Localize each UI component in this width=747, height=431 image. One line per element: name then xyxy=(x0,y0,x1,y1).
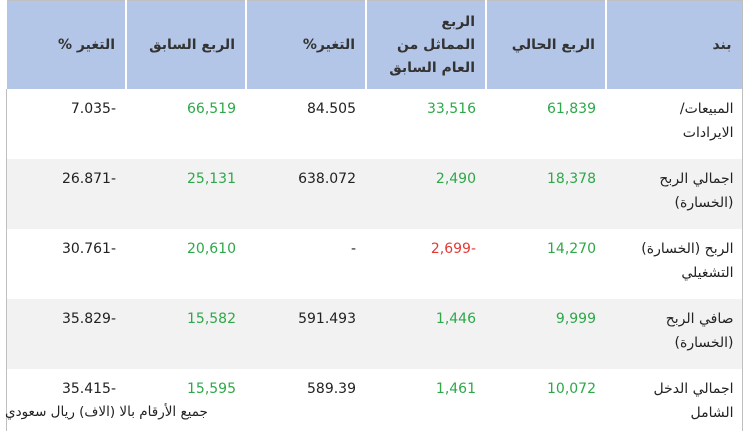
cell-value: 20,610 xyxy=(187,241,236,257)
cell-value: 638.072 xyxy=(298,171,356,187)
row-label: المبيعات/ الايرادات xyxy=(679,101,734,141)
cell-value: 35.829- xyxy=(61,311,116,327)
row-label: الربح (الخسارة) التشغيلي xyxy=(641,241,734,281)
header-row: بند الربع الحالي الربع المماثل من العام ال… xyxy=(5,0,742,89)
column-header: الربع الحالي xyxy=(485,0,606,89)
table-cell: 33,516 xyxy=(366,89,486,159)
table-cell: 9,999 xyxy=(486,299,606,369)
table-cell: 2,490 xyxy=(366,159,486,229)
table-cell: 1,461 xyxy=(366,369,486,431)
table-cell: 35.829- xyxy=(6,299,126,369)
cell-value: 18,378 xyxy=(547,171,596,187)
cell-value: 10,072 xyxy=(547,381,596,397)
results-table: بند الربع الحالي الربع المماثل من العام ال… xyxy=(5,0,743,431)
table-row: الربح (الخسارة) التشغيلي 14,270 2,699- - 20,… xyxy=(6,229,742,299)
table-cell: 25,131 xyxy=(126,159,246,229)
cell-value: 61,839 xyxy=(547,101,596,117)
column-header: بند xyxy=(605,0,742,89)
table-cell: 1,446 xyxy=(366,299,486,369)
table-cell: 589.39 xyxy=(246,369,366,431)
cell-value: 1,446 xyxy=(435,311,476,327)
table-cell: 591.493 xyxy=(246,299,366,369)
table-row: صافي الربح (الخسارة) 9,999 1,446 591.493 15,… xyxy=(6,299,742,369)
table-cell: 14,270 xyxy=(486,229,606,299)
table-cell: 7.035- xyxy=(6,89,126,159)
table-cell: 35.415- xyxy=(6,369,126,431)
cell-value: 26.871- xyxy=(61,171,116,187)
cell-value: 30.761- xyxy=(61,241,116,257)
cell-value: 15,582 xyxy=(187,311,236,327)
table-cell: 84.505 xyxy=(246,89,366,159)
cell-value: 35.415- xyxy=(61,381,116,397)
row-label: صافي الربح (الخسارة) xyxy=(606,299,742,369)
cell-value: 84.505 xyxy=(307,101,356,117)
table-cell: 638.072 xyxy=(246,159,366,229)
cell-value: 1,461 xyxy=(435,381,476,397)
cell-value: 7.035- xyxy=(70,101,116,117)
cell-value: 591.493 xyxy=(298,311,356,327)
cell-value: 15,595 xyxy=(187,381,236,397)
table-cell: 18,378 xyxy=(486,159,606,229)
cell-value: 2,699- xyxy=(430,241,476,257)
table-cell: 61,839 xyxy=(486,89,606,159)
table-cell: 26.871- xyxy=(6,159,126,229)
cell-value: 66,519 xyxy=(187,101,236,117)
footnote: جميع الأرقام بالا (الاف) ريال سعودي xyxy=(5,404,208,420)
table-cell: - xyxy=(246,229,366,299)
row-label: اجمالي الدخل الشامل xyxy=(653,381,734,421)
table-cell: 30.761- xyxy=(6,229,126,299)
column-header: الربع السابق xyxy=(125,0,246,89)
cell-value: 14,270 xyxy=(547,241,596,257)
table-cell: 2,699- xyxy=(366,229,486,299)
table-row: المبيعات/ الايرادات 61,839 33,516 84.505 66,… xyxy=(6,89,742,159)
cell-value: 25,131 xyxy=(187,171,236,187)
column-header: التغير% xyxy=(245,0,366,89)
table-row: اجمالي الربح (الخسارة) 18,378 2,490 638.072… xyxy=(6,159,742,229)
table-cell: 15,595 xyxy=(126,369,246,431)
table-cell: 20,610 xyxy=(126,229,246,299)
table-cell: 15,582 xyxy=(126,299,246,369)
row-label: اجمالي الربح (الخسارة) xyxy=(606,159,742,229)
cell-value: - xyxy=(350,241,356,257)
cell-value: 9,999 xyxy=(555,311,596,327)
table-cell: 10,072 xyxy=(486,369,606,431)
cell-value: 589.39 xyxy=(307,381,356,397)
table-row: اجمالي الدخل الشامل 10,072 1,461 589.39 15,5… xyxy=(6,369,742,431)
cell-value: 2,490 xyxy=(435,171,476,187)
cell-value: 33,516 xyxy=(427,101,476,117)
column-header: التغير % xyxy=(5,0,126,89)
table-cell: 66,519 xyxy=(126,89,246,159)
table-body: المبيعات/ الايرادات 61,839 33,516 84.505 66,… xyxy=(6,89,742,431)
column-header: الربع المماثل من العام السابق xyxy=(365,0,486,89)
